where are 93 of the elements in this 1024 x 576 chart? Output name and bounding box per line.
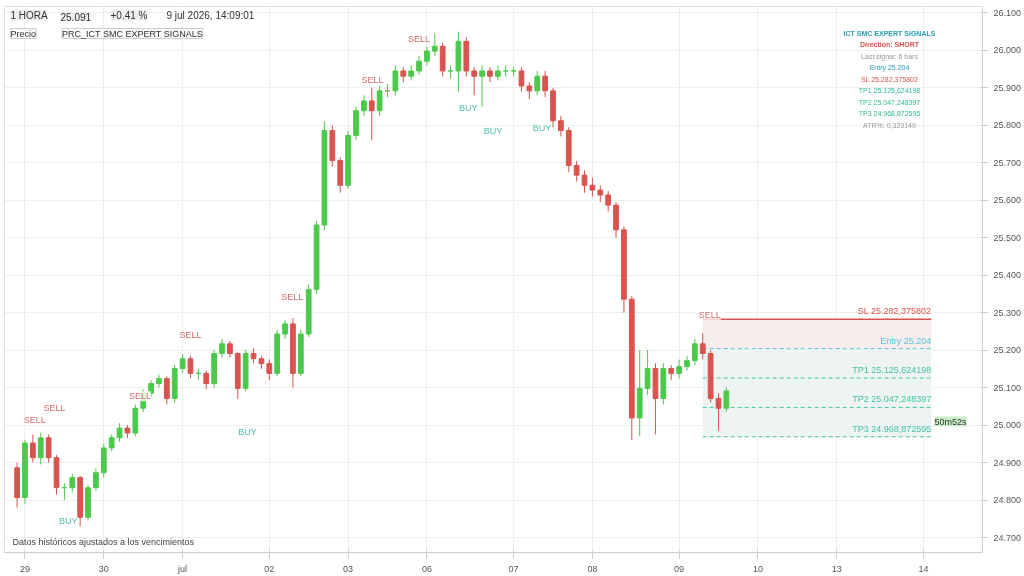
y-tick-label: 24.900 xyxy=(993,457,1022,468)
candlestick xyxy=(699,332,706,361)
annotation: SELL xyxy=(43,403,66,414)
x-tick-label: 08 xyxy=(587,563,598,574)
candlestick xyxy=(644,349,651,396)
annotation: 1 HORA xyxy=(10,9,49,21)
candlestick xyxy=(116,422,123,443)
x-tick-label: 30 xyxy=(98,563,109,574)
candlestick xyxy=(502,64,509,78)
y-tick-label: 25.400 xyxy=(993,270,1022,281)
candlestick xyxy=(187,355,194,379)
candlestick xyxy=(163,375,170,405)
x-tick-label: 10 xyxy=(752,563,763,574)
candlestick xyxy=(266,359,273,381)
candlestick xyxy=(479,64,485,108)
x-tick-label: 14 xyxy=(918,563,929,574)
annotation: SELL xyxy=(23,414,46,425)
annotation: SELL xyxy=(179,329,202,340)
annotation: BUY xyxy=(238,427,257,438)
candlestick xyxy=(424,46,430,66)
y-tick-label: 25.600 xyxy=(993,195,1022,206)
candlestick xyxy=(408,64,415,81)
ref-line-label: SL 25.282,375802 xyxy=(857,306,931,317)
annotation: SELL xyxy=(361,74,384,85)
y-tick-label: 24.800 xyxy=(993,495,1022,506)
candlestick xyxy=(676,359,682,379)
y-tick-label: 24.700 xyxy=(993,532,1022,543)
x-tick-label: jul xyxy=(177,563,188,574)
y-tick-label: 25.000 xyxy=(993,420,1022,431)
x-tick-label: 13 xyxy=(831,563,842,574)
ref-line-label: TP2 25.047,248397 xyxy=(852,394,932,405)
ref-line-label: TP3 24.968,872595 xyxy=(852,423,932,434)
annotation: Datos históricos ajustados a los vencimientos xyxy=(12,536,195,547)
x-tick-label: 02 xyxy=(264,563,275,574)
annotation: BUY xyxy=(59,516,78,527)
candlestick xyxy=(416,55,422,76)
candlestick xyxy=(589,177,596,197)
annotation: SELL xyxy=(281,292,304,303)
candlestick xyxy=(69,473,76,494)
candlestick xyxy=(203,370,210,390)
annotation: BUY xyxy=(483,125,503,136)
candlestick xyxy=(542,70,548,98)
candlestick xyxy=(368,87,375,141)
x-tick-label: 06 xyxy=(421,563,432,574)
candlestick xyxy=(376,85,383,117)
annotation: BUY xyxy=(532,122,552,133)
annotation: 9 jul 2026, 14:09:01 xyxy=(166,9,255,21)
candlestick xyxy=(723,387,730,413)
annotation: BUY xyxy=(459,102,478,113)
annotation: PRC_ICT SMC EXPERT SIGNALS xyxy=(62,28,203,39)
candlestick xyxy=(156,374,162,389)
y-tick-label: 25.100 xyxy=(993,382,1022,393)
annotation: SELL xyxy=(698,309,721,320)
annotation: 25.091 xyxy=(60,11,92,23)
y-tick-label: 25.800 xyxy=(993,120,1022,131)
candlestick xyxy=(392,64,399,96)
candlestick xyxy=(487,66,493,83)
x-tick-label: 07 xyxy=(508,563,519,574)
candlestick xyxy=(518,66,525,93)
candlestick xyxy=(691,338,698,366)
candlestick xyxy=(361,94,367,117)
candlestick xyxy=(45,433,52,464)
candlestick xyxy=(534,70,541,96)
ref-line-label: Entry 25.204 xyxy=(880,335,932,346)
x-tick-label: 09 xyxy=(674,563,685,574)
annotation: Precio xyxy=(10,28,37,39)
y-tick-label: 25.500 xyxy=(993,232,1022,243)
candlestick xyxy=(684,355,690,372)
annotation: SELL xyxy=(129,391,152,402)
y-tick-label: 25.700 xyxy=(993,157,1022,168)
candlestick xyxy=(282,319,288,340)
y-tick-label: 26.000 xyxy=(993,45,1022,56)
y-tick-label: 25.200 xyxy=(993,345,1022,356)
candlestick xyxy=(605,190,612,212)
candlestick xyxy=(573,160,580,182)
candlestick xyxy=(471,66,478,96)
candlestick xyxy=(219,338,225,359)
x-tick-label: 03 xyxy=(343,563,354,574)
candlestick xyxy=(558,115,564,138)
candlestick xyxy=(30,433,36,464)
y-tick-label: 25.900 xyxy=(993,82,1022,93)
annotation: 50m52s xyxy=(934,416,967,427)
candlestick xyxy=(431,32,438,57)
ref-line-label: TP1 25.125,624198 xyxy=(852,365,932,376)
annotation: SELL xyxy=(408,34,431,45)
candlestick xyxy=(37,432,44,465)
candlestick xyxy=(179,353,186,374)
y-tick-label: 26.100 xyxy=(993,7,1022,18)
candlestick xyxy=(581,169,588,194)
x-tick-label: 29 xyxy=(19,563,30,574)
candlestick xyxy=(93,467,99,492)
annotation: +0.41 % xyxy=(110,9,148,21)
y-tick-label: 25.300 xyxy=(993,307,1022,318)
